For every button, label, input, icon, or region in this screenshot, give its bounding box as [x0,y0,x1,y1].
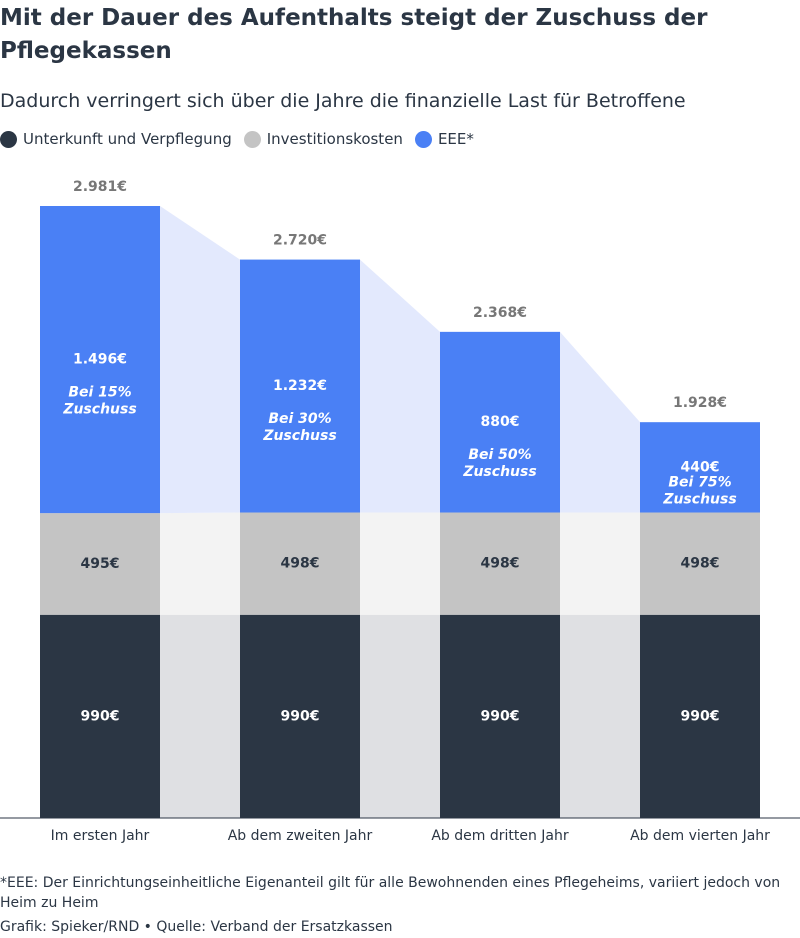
value-label: 495€ [81,556,120,572]
value-label: 990€ [81,708,120,724]
connector-area [160,614,240,818]
bar-segment [440,512,560,615]
connector-area [560,614,640,818]
bar-segment [240,614,360,818]
legend-swatch [414,130,432,148]
value-label: 990€ [481,708,520,724]
annotation: Bei 30% [268,411,331,427]
legend-item: Unterkunft und Verpflegung [0,130,232,148]
annotation: Zuschuss [462,464,536,480]
connector-area [560,512,640,615]
annotation: Zuschuss [262,428,336,444]
legend-label: Unterkunft und Verpflegung [23,130,232,148]
legend: Unterkunft und Verpflegung Investitionsko… [0,130,474,148]
value-label: 498€ [481,556,520,572]
x-tick-label: Ab dem vierten Jahr [630,828,770,844]
connector-area [560,331,640,513]
chart-subtitle: Dadurch verringert sich über die Jahre d… [0,90,686,112]
value-label: 990€ [681,708,720,724]
total-label: 2.981€ [73,179,127,195]
value-label: 880€ [481,414,520,430]
bar-segment [240,512,360,615]
bar-segment [640,422,760,513]
bar-segment [40,206,160,514]
connector-area [160,206,240,514]
value-label: 1.496€ [73,352,127,368]
bar-segment [440,614,560,818]
annotation: Bei 50% [468,447,531,463]
bar-segment [440,331,560,513]
bar-segment [40,614,160,818]
x-tick-label: Im ersten Jahr [51,828,150,844]
footnote: *EEE: Der Einrichtungseinheitliche Eigen… [0,875,781,911]
annotation: Bei 75% [668,475,731,491]
annotation: Zuschuss [662,492,736,508]
legend-swatch [243,130,261,148]
connector-area [160,512,240,615]
bar-segment [640,512,760,615]
connector-area [360,614,440,818]
total-label: 2.720€ [273,233,327,249]
bar-segment [640,614,760,818]
legend-label: EEE* [437,130,474,148]
legend-item: Investitionskosten [243,130,403,148]
legend-swatch [0,130,17,148]
x-tick-label: Ab dem zweiten Jahr [228,828,373,844]
value-label: 990€ [281,708,320,724]
legend-item: EEE* [414,130,474,148]
annotation: Bei 15% [68,385,131,401]
connector-area [360,259,440,513]
legend-label: Investitionskosten [266,130,403,148]
value-label: 1.232€ [273,378,327,394]
value-label: 440€ [681,459,720,475]
bar-segment [40,513,160,615]
source: Grafik: Spieker/RND • Quelle: Verband de… [0,919,393,935]
chart-title: Mit der Dauer des Aufenthalts steigt der… [0,5,708,64]
annotation: Zuschuss [62,402,136,418]
value-label: 498€ [281,556,320,572]
bar-segment [240,259,360,513]
connector-area [360,512,440,615]
total-label: 2.368€ [473,305,527,321]
total-label: 1.928€ [673,395,727,411]
value-label: 498€ [681,556,720,572]
x-tick-label: Ab dem dritten Jahr [431,828,569,844]
